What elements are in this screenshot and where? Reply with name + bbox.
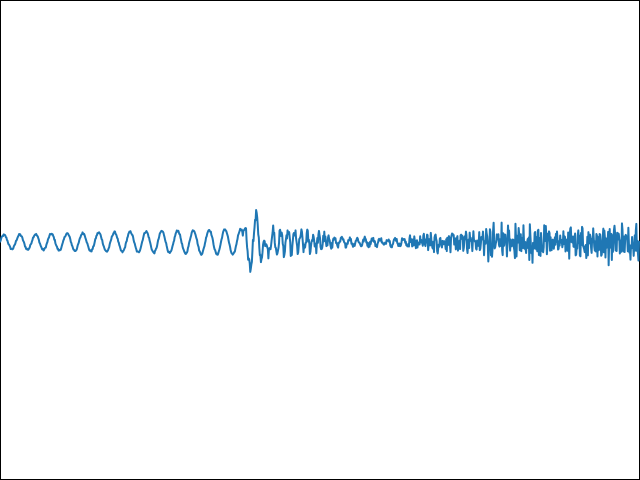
signal-line (0, 209, 640, 273)
series-layer (0, 209, 640, 273)
